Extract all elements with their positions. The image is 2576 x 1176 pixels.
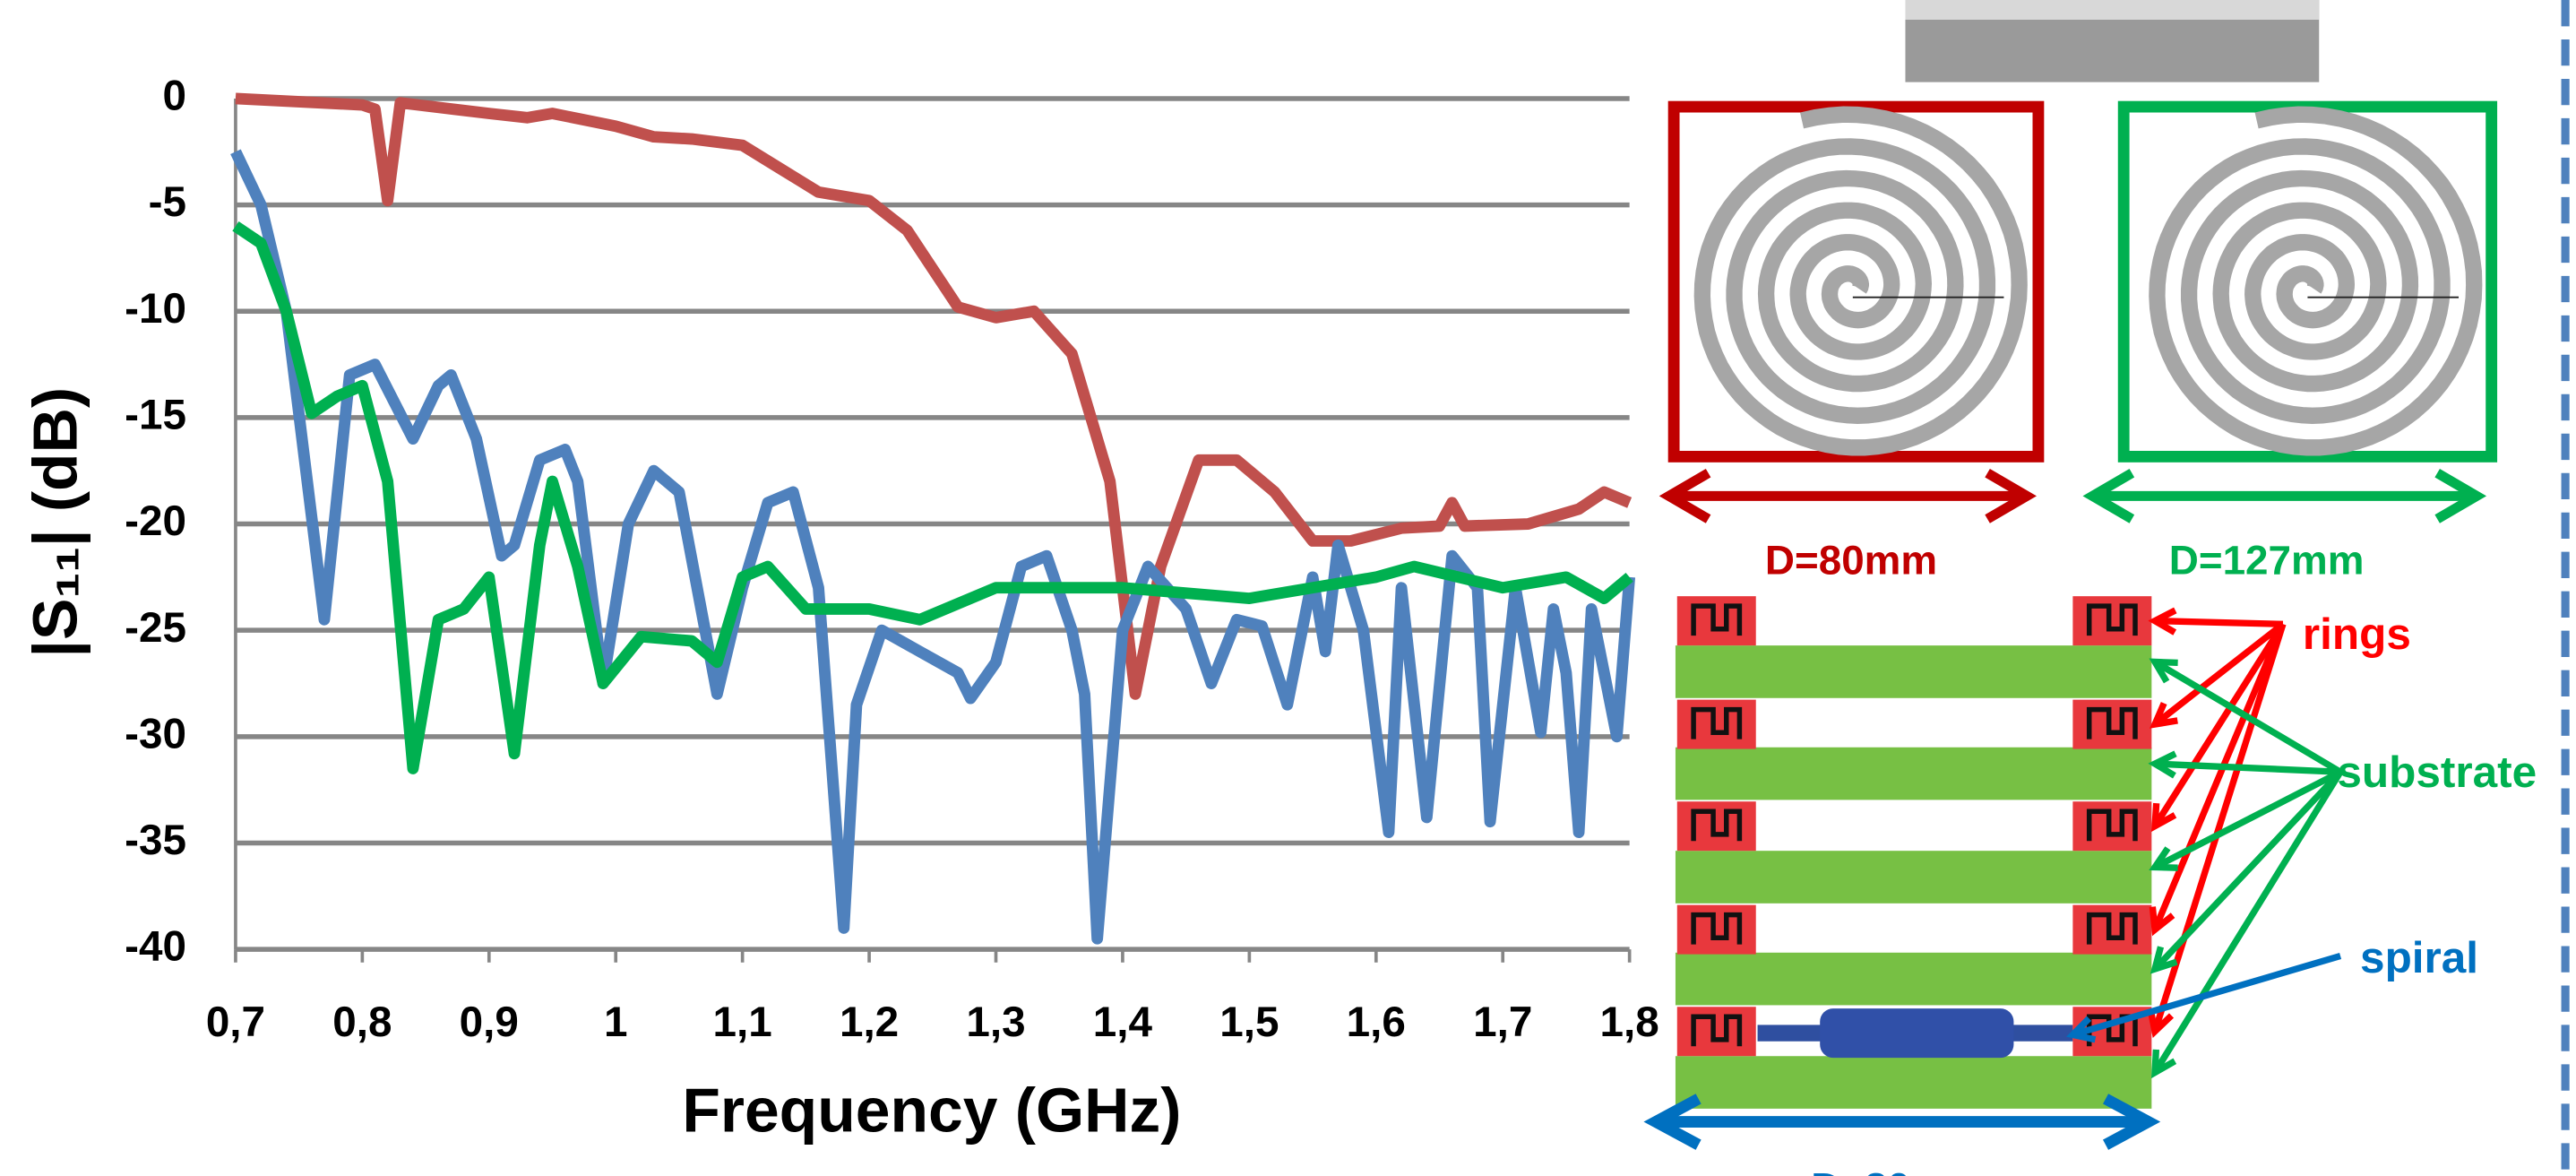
diameter-label: D=80mm [1765,538,1937,584]
ring [1677,700,1756,749]
ring [1677,905,1756,955]
x-tick-label: 0,9 [460,999,519,1046]
x-tick-label: 1,1 [713,999,772,1046]
data-line [236,226,1630,768]
x-tick-label: 1,7 [1473,999,1532,1046]
y-tick-label: -15 [125,391,186,438]
x-tick-label: 1 [604,999,628,1046]
x-axis-title: Frequency (GHz) [682,1076,1181,1146]
y-tick-label: -25 [125,604,186,652]
y-tick-label: 0 [162,73,186,120]
substrate-layer [1676,748,2151,800]
y-tick-label: -35 [125,817,186,864]
red-dimension-arrow [1669,473,2027,519]
x-tick-label: 1,5 [1219,999,1279,1046]
ring [2072,905,2151,955]
ring [1677,801,1756,851]
substrate-label: substrate [2337,748,2537,797]
substrate-layer [1676,851,2151,904]
ring [2072,801,2151,851]
data-line [236,99,1630,694]
antenna-photo-top [1905,0,2319,20]
y-axis-title: |S₁₁| (dB) [20,387,90,658]
antenna-diagram: D=80mm D=127mm rings substrate spiral D=… [1656,0,2565,1176]
spiral-label: spiral [2360,933,2478,982]
x-tick-label: 1,3 [966,999,1025,1046]
y-tick-label: -5 [149,178,186,226]
diameter-label: D=80mm [1811,1165,1983,1176]
callout-line [2155,764,2340,772]
ring [1677,596,1756,645]
x-tick-label: 1,6 [1347,999,1406,1046]
chart: 0 -5 -10 -15 -20 -25 -30 -35 -40 0,7 0,8 0,9 1 1,1 1,2… [20,73,1658,1146]
rings-label: rings [2303,610,2411,659]
spiral-body [1820,1008,2013,1058]
x-tick-label: 1,4 [1093,999,1153,1046]
x-tick-label: 1,2 [840,999,899,1046]
x-tick-label: 1,8 [1600,999,1659,1046]
substrate-layer [1676,1056,2151,1109]
callout-line [2155,621,2283,625]
ring [2072,596,2151,645]
y-tick-label: -20 [125,497,186,545]
diameter-label: D=127mm [2169,538,2365,584]
y-tick-label: -10 [125,285,186,333]
y-tick-label: -40 [125,923,186,971]
y-tick-label: -30 [125,710,186,757]
x-tick-label: 0,7 [206,999,265,1046]
ring [2072,700,2151,749]
substrate-layer [1676,645,2151,698]
x-tick-label: 0,8 [332,999,392,1046]
substrate-layer [1676,953,2151,1006]
ring [1677,1007,1756,1056]
green-dimension-arrow [2092,473,2477,519]
figure: 0 -5 -10 -15 -20 -25 -30 -35 -40 0,7 0,8 0,9 1 1,1 1,2… [0,0,2576,1176]
page: {"chart_data": {"type": "line", "x_label… [0,0,2576,1176]
